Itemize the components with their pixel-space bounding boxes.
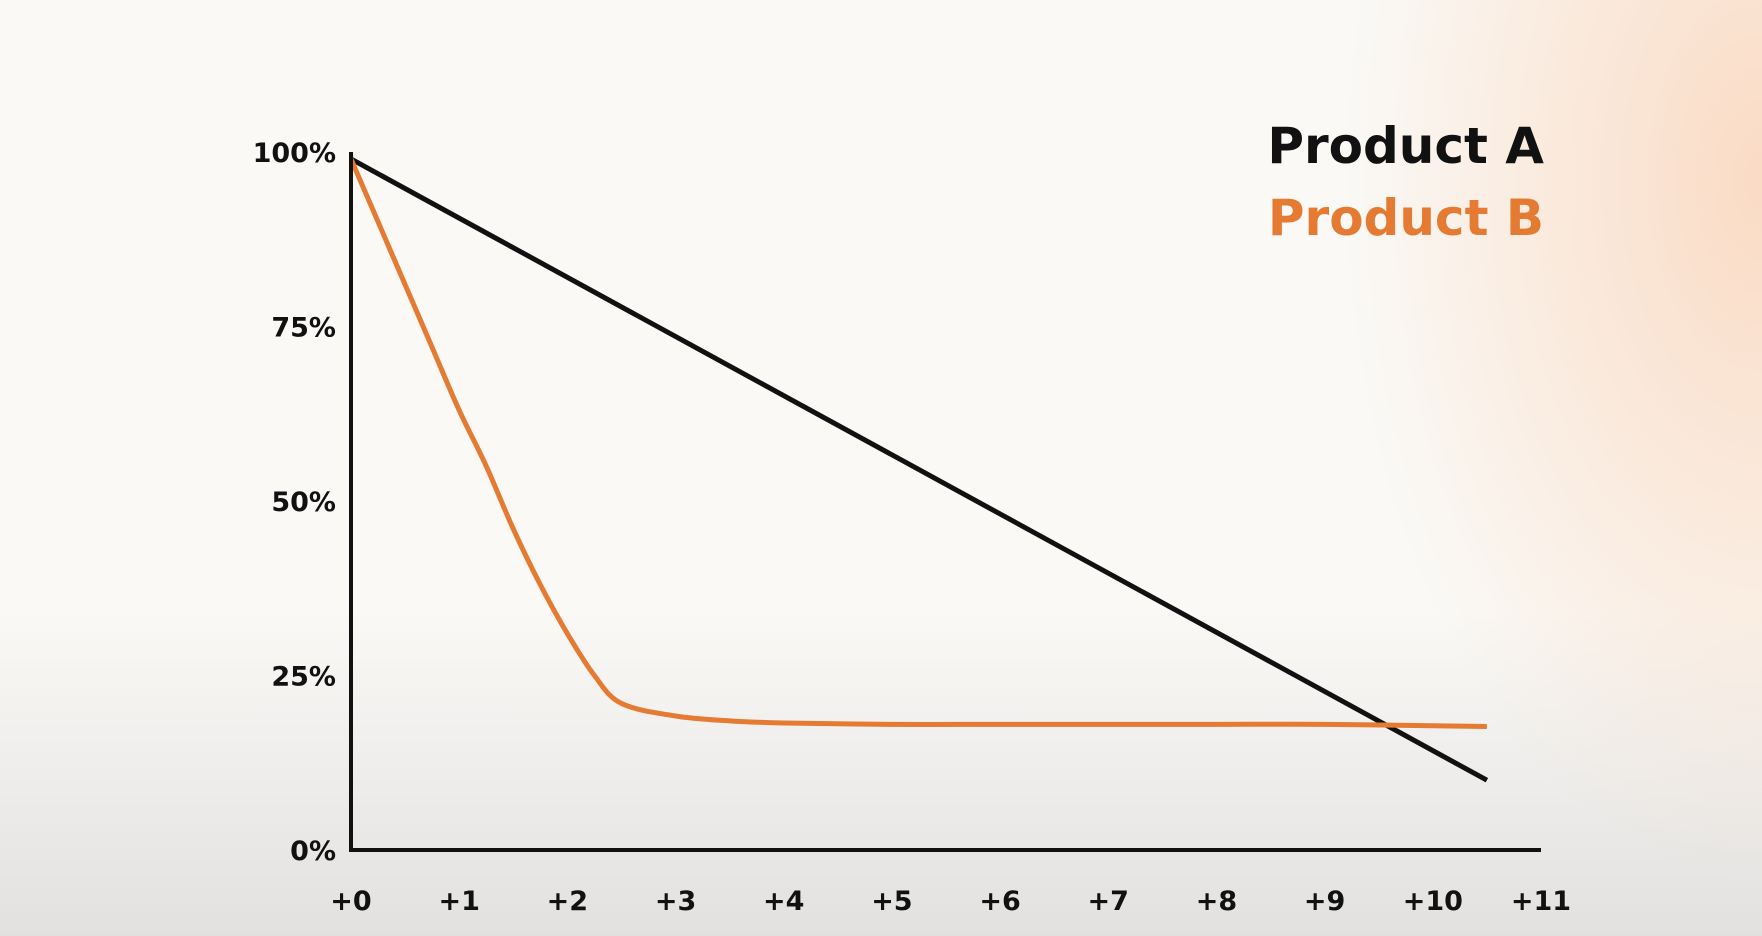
x-tick-label: +11 (1511, 886, 1571, 917)
x-tick-label: +0 (330, 886, 371, 917)
y-tick-label: 25% (271, 662, 336, 693)
y-tick-label: 0% (290, 836, 336, 867)
x-tick-label: +2 (547, 886, 588, 917)
x-tick-label: +9 (1304, 886, 1345, 917)
legend-item-product-b: Product B (1267, 189, 1544, 247)
x-tick-label: +4 (763, 886, 804, 917)
y-tick-label: 50% (271, 487, 336, 518)
x-tick-label: +8 (1196, 886, 1237, 917)
series-line-product-b (348, 157, 1487, 729)
y-tick-label: 75% (271, 313, 336, 344)
x-tick-label: +7 (1088, 886, 1129, 917)
series-line-product-a (349, 156, 1489, 783)
x-tick-label: +5 (871, 886, 912, 917)
x-tick-label: +6 (979, 886, 1020, 917)
x-tick-label: +1 (438, 886, 479, 917)
legend-item-product-a: Product A (1267, 117, 1544, 175)
y-tick-label: 100% (253, 138, 336, 169)
chart-legend: Product A Product B (1267, 110, 1544, 254)
x-tick-label: +3 (655, 886, 696, 917)
x-tick-label: +10 (1403, 886, 1463, 917)
